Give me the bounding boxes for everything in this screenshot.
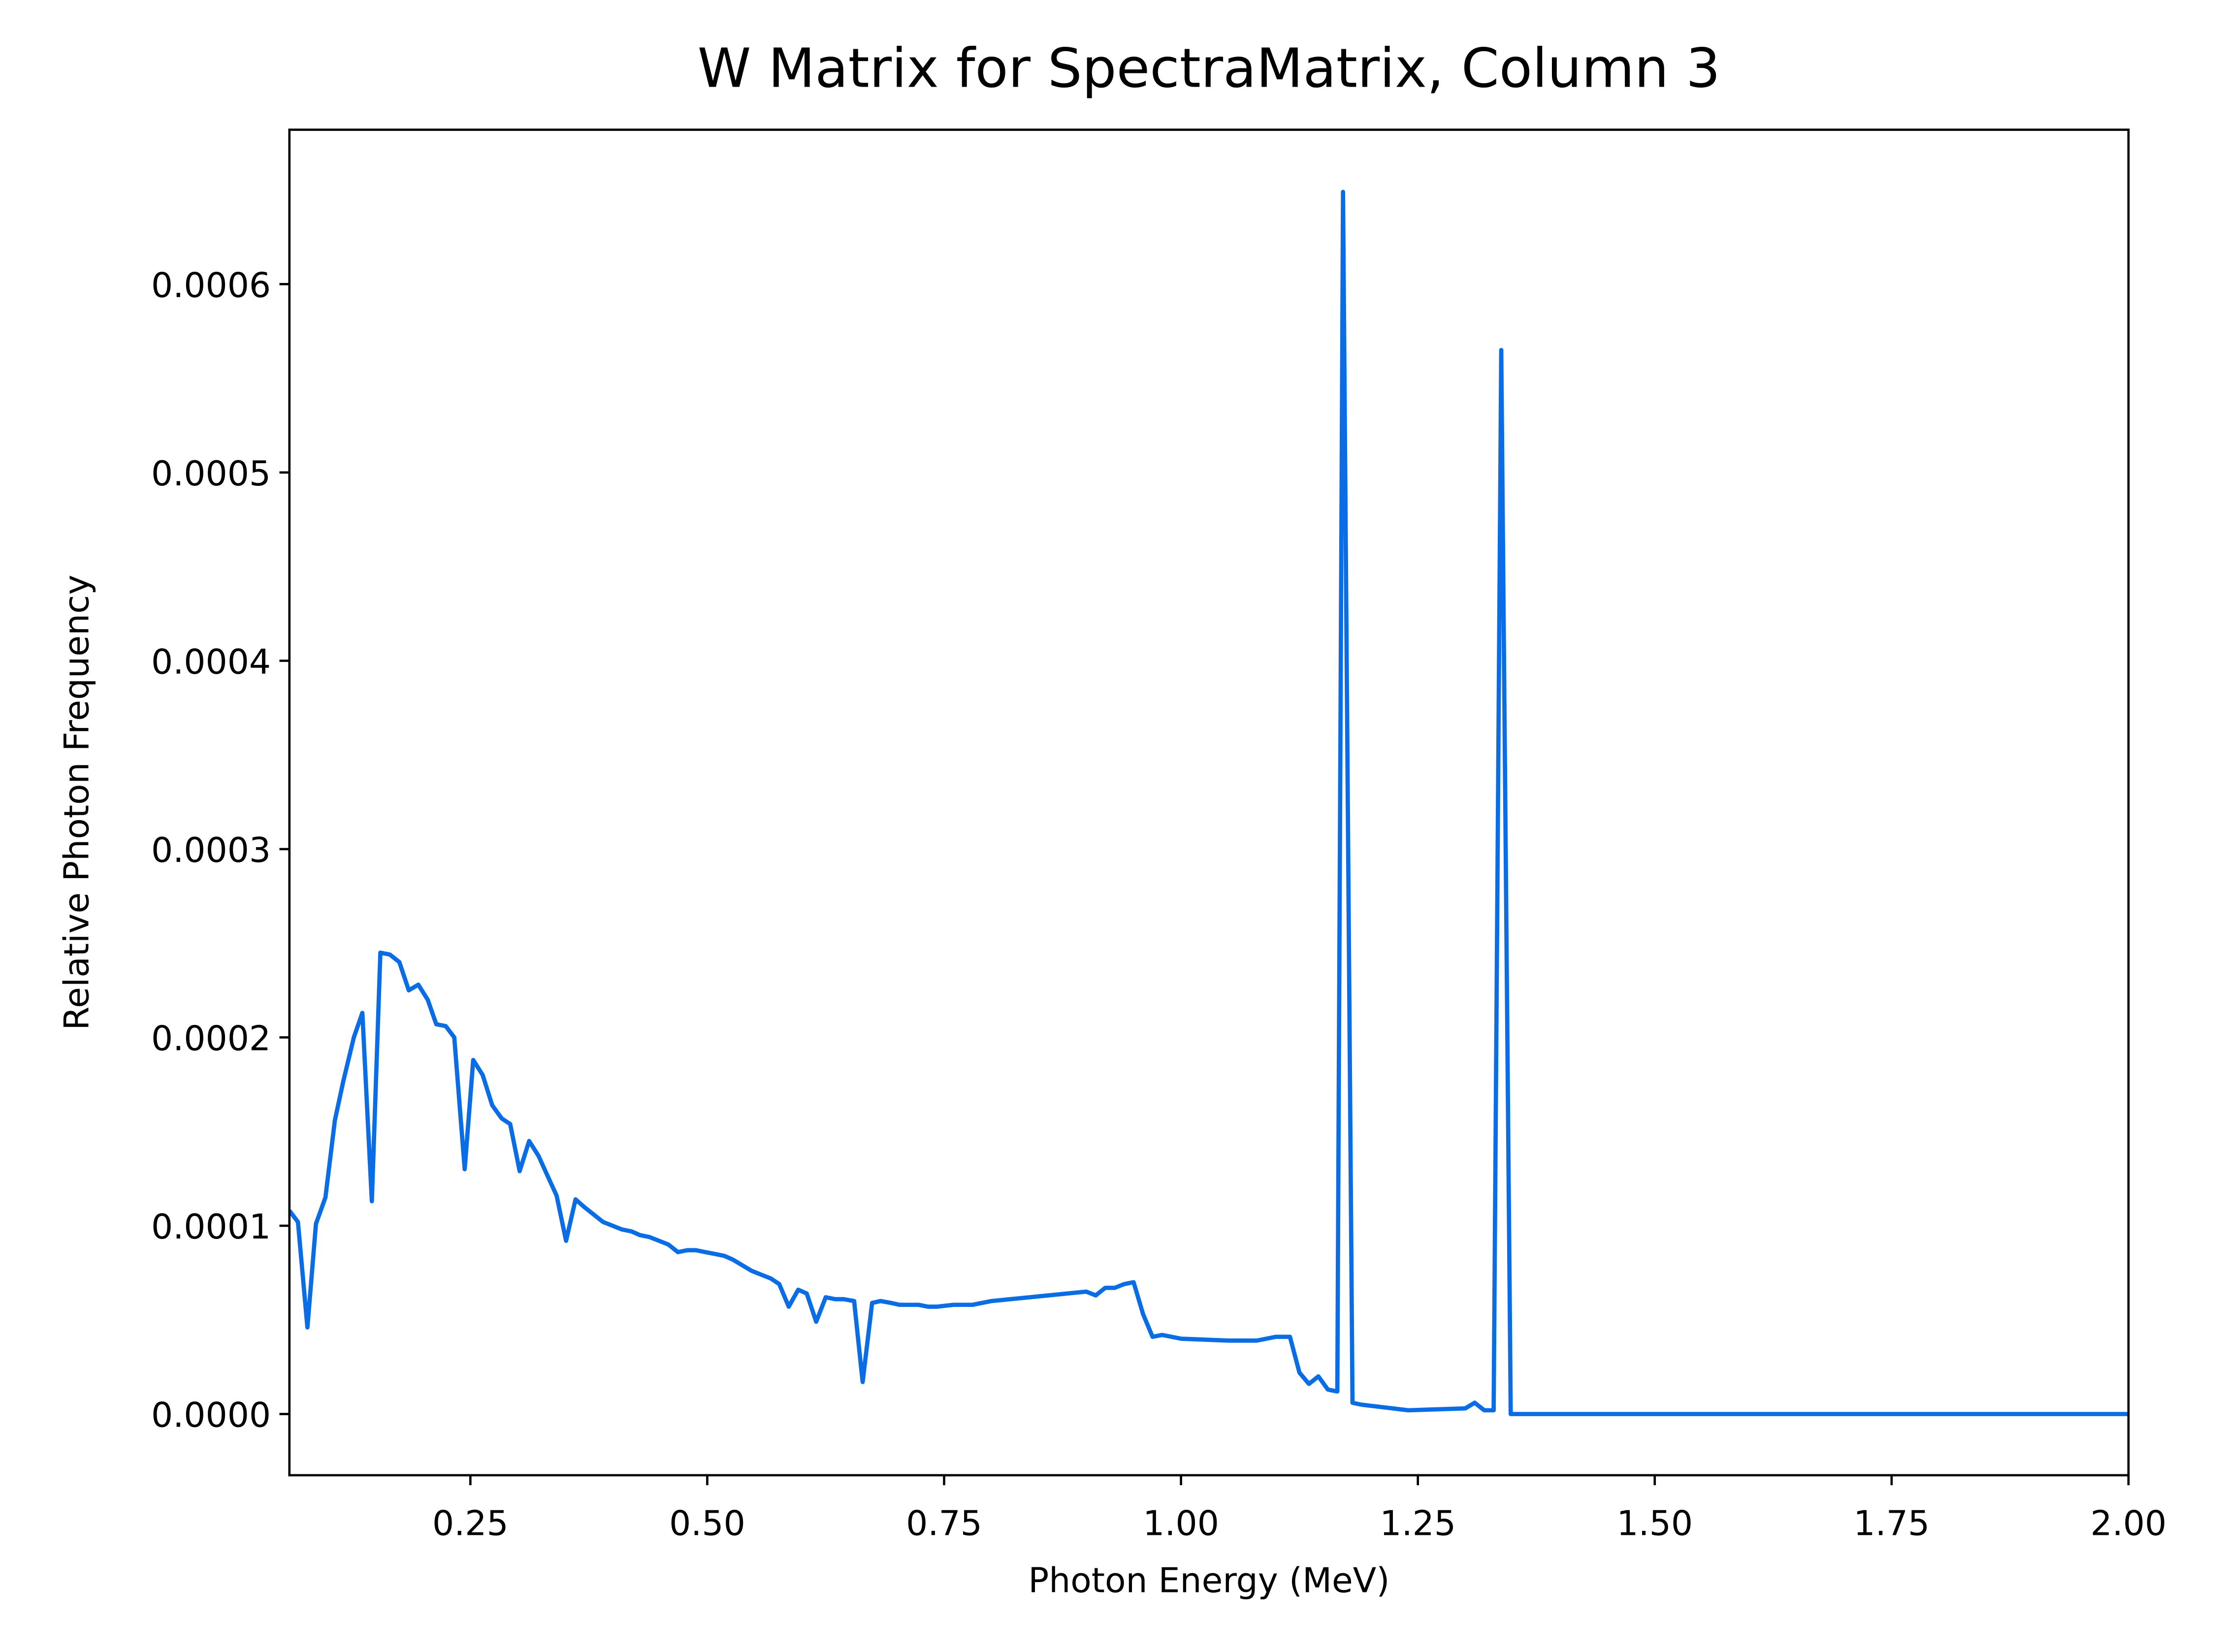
chart-title: W Matrix for SpectraMatrix, Column 3: [698, 37, 1721, 100]
x-tick-label: 1.50: [1616, 1504, 1693, 1544]
x-tick-label: 1.75: [1854, 1504, 1930, 1544]
x-tick-label: 0.50: [669, 1504, 745, 1544]
plot-frame: [288, 128, 2130, 1477]
x-tick-label: 2.00: [2091, 1504, 2167, 1544]
y-tick-label: 0.0004: [151, 642, 271, 682]
y-tick-label: 0.0001: [151, 1207, 271, 1247]
x-axis-label: Photon Energy (MeV): [1028, 1560, 1389, 1600]
y-tick-label: 0.0006: [151, 265, 271, 305]
y-tick-label: 0.0000: [151, 1396, 271, 1435]
y-tick-label: 0.0005: [151, 454, 271, 494]
x-tick-label: 1.00: [1143, 1504, 1219, 1544]
y-tick-label: 0.0002: [151, 1019, 271, 1059]
x-tick-label: 0.25: [432, 1504, 509, 1544]
y-tick-label: 0.0003: [151, 830, 271, 870]
x-tick-label: 1.25: [1380, 1504, 1456, 1544]
y-axis-label: Relative Photon Frequency: [57, 574, 97, 1030]
x-tick-label: 0.75: [906, 1504, 982, 1544]
data-line: [289, 190, 2129, 1416]
